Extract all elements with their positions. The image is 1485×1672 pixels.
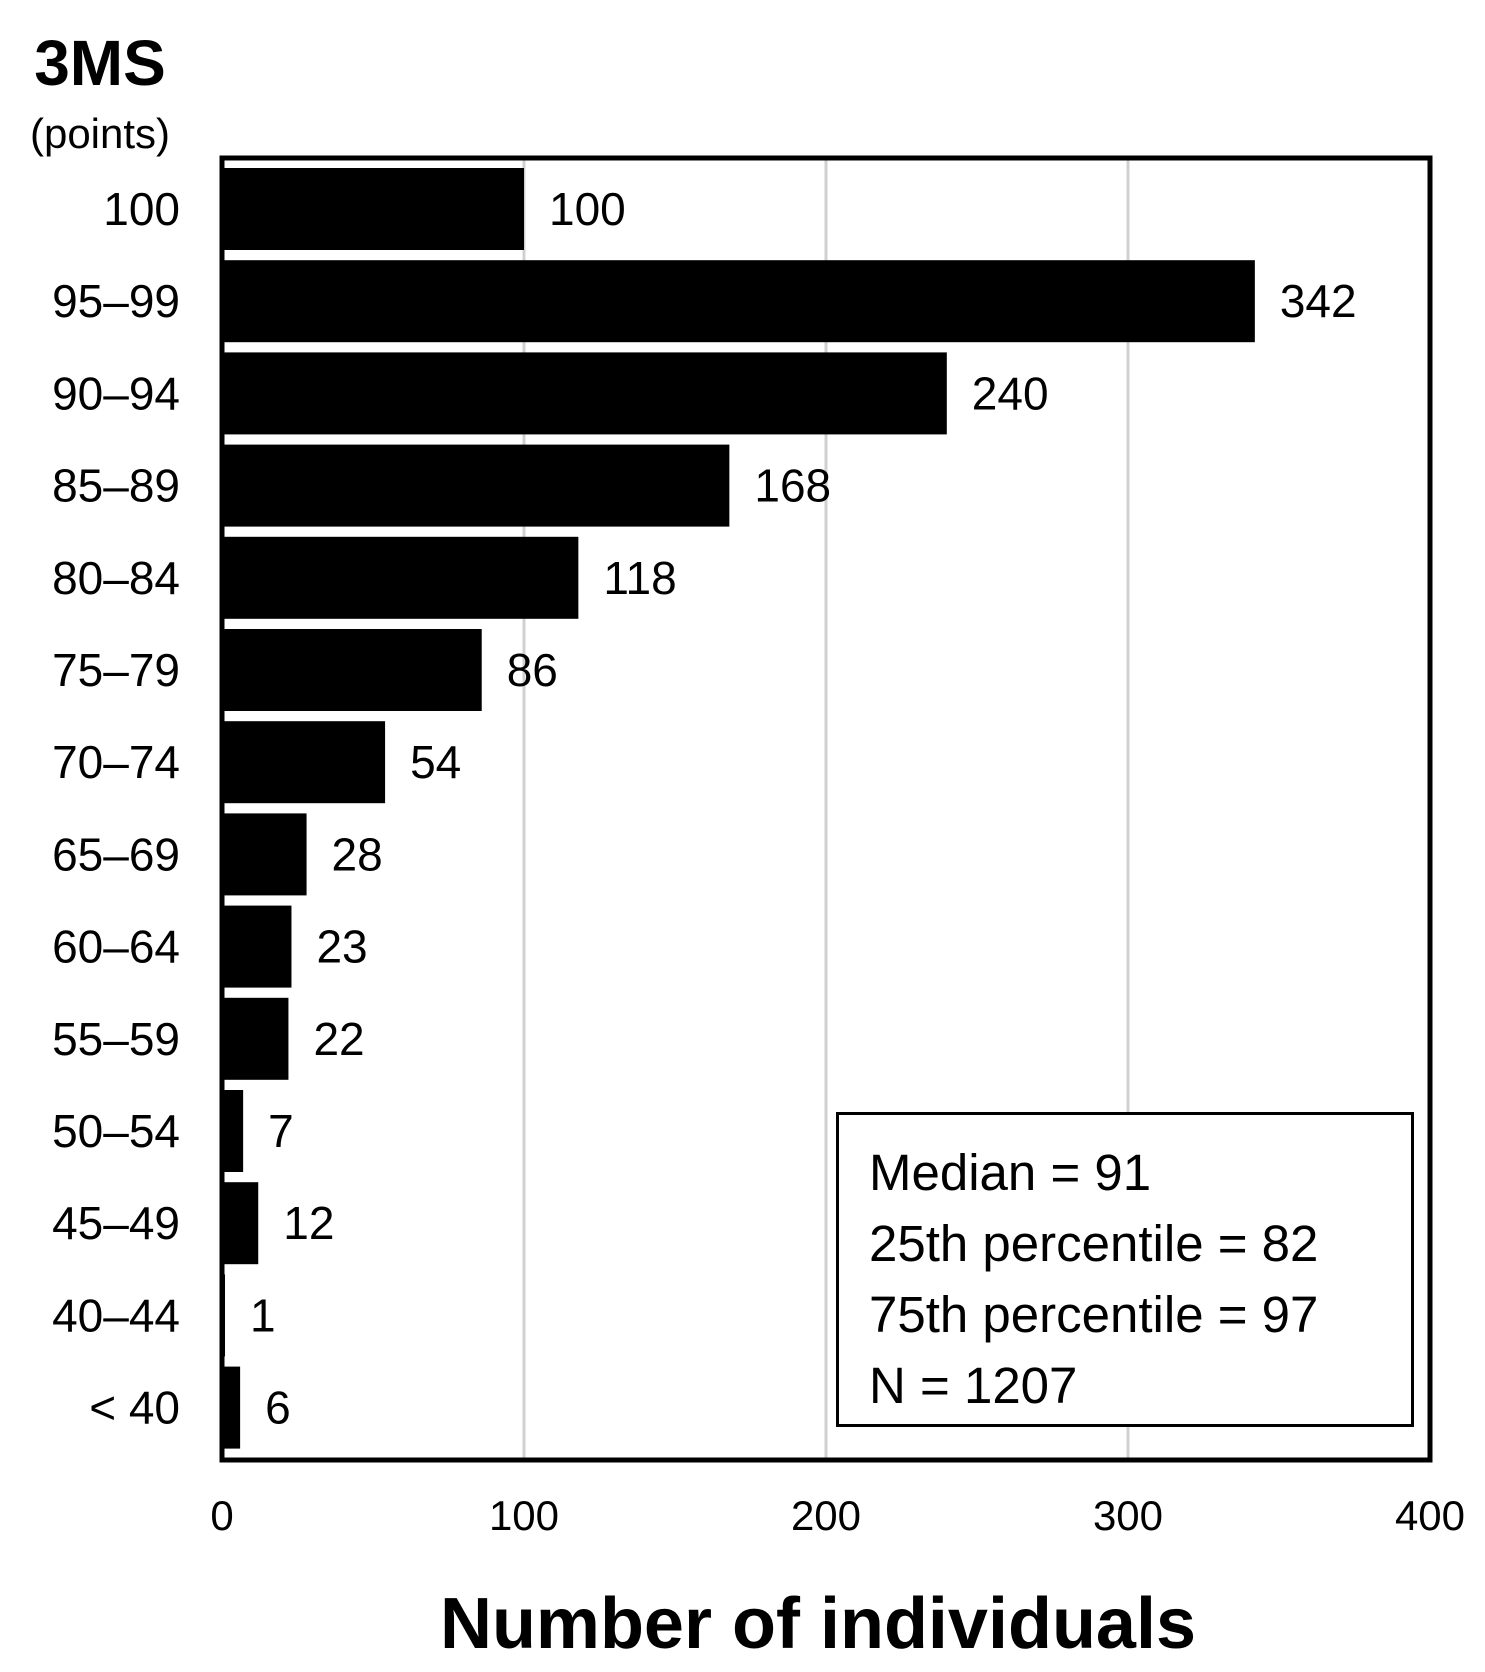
bar: [222, 1090, 244, 1172]
bar-value-label: 240: [972, 367, 1049, 419]
category-label: 80–84: [52, 552, 180, 604]
bar-value-label: 100: [549, 183, 626, 235]
bar-value-label: 7: [268, 1105, 294, 1157]
category-label: 55–59: [52, 1013, 180, 1065]
bar: [222, 444, 730, 527]
bar: [222, 168, 524, 250]
bar: [222, 1182, 259, 1265]
n-text: N = 1207: [869, 1357, 1078, 1414]
category-label: 70–74: [52, 736, 180, 788]
category-label: 90–94: [52, 367, 180, 419]
chart-subtitle: (points): [30, 110, 170, 157]
bar-value-label: 1: [250, 1289, 276, 1341]
plot-frame: [219, 155, 1433, 1463]
category-label: 100: [103, 183, 180, 235]
bar-value-label: 23: [316, 921, 367, 973]
bar: [222, 721, 386, 804]
median-text: Median = 91: [869, 1144, 1152, 1201]
x-tick-label: 300: [1093, 1492, 1163, 1539]
bar: [222, 536, 579, 619]
bar-value-label: 54: [410, 736, 461, 788]
category-label: < 40: [89, 1382, 180, 1434]
bar: [222, 352, 947, 435]
bar: [222, 260, 1255, 343]
category-label: 60–64: [52, 921, 180, 973]
bar-value-label: 22: [313, 1013, 364, 1065]
p25-text: 25th percentile = 82: [869, 1215, 1319, 1272]
category-label: 95–99: [52, 275, 180, 327]
x-tick-label: 0: [210, 1492, 233, 1539]
bar-value-label: 168: [754, 460, 831, 512]
category-label: 65–69: [52, 828, 180, 880]
p75-text: 75th percentile = 97: [869, 1286, 1319, 1343]
bar: [222, 905, 292, 988]
x-tick-label: 100: [489, 1492, 559, 1539]
bar-value-label: 28: [332, 828, 383, 880]
bar: [222, 629, 482, 711]
category-label: 50–54: [52, 1105, 180, 1157]
bars: [222, 168, 1255, 1449]
x-tick-label: 400: [1395, 1492, 1465, 1539]
category-label: 75–79: [52, 644, 180, 696]
x-axis-label: Number of individuals: [440, 1584, 1196, 1664]
category-label: 40–44: [52, 1289, 180, 1341]
bar: [222, 1366, 241, 1449]
category-label: 45–49: [52, 1197, 180, 1249]
bar: [222, 813, 307, 896]
labels: 0 100 200 300 400 100 100 95–99 342 90–94 240 85–89…: [52, 183, 1465, 1539]
bar-value-label: 86: [507, 644, 558, 696]
bar: [222, 997, 289, 1080]
chart-title: 3MS: [34, 27, 166, 99]
summary-stats-box: Median = 91 25th percentile = 82 75th pe…: [836, 1112, 1414, 1427]
bar-value-label: 6: [265, 1382, 291, 1434]
category-label: 85–89: [52, 460, 180, 512]
bar-value-label: 342: [1280, 275, 1357, 327]
x-tick-label: 200: [791, 1492, 861, 1539]
bar-value-label: 12: [283, 1197, 334, 1249]
bar-value-label: 118: [603, 552, 676, 604]
